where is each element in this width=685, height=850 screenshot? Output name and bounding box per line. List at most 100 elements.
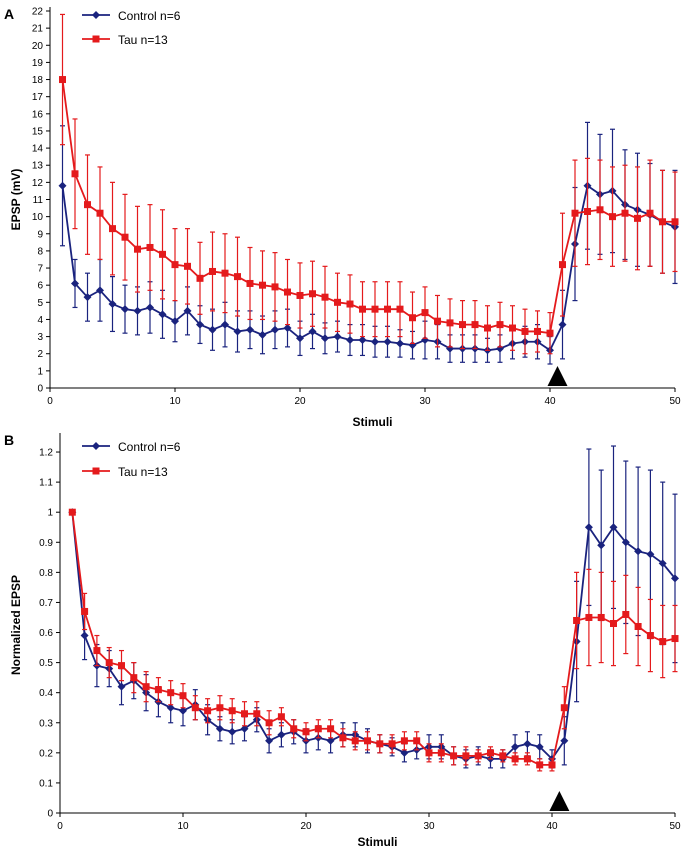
data-point (597, 541, 606, 550)
data-point (302, 728, 310, 736)
y-tick-label: 14 (32, 144, 44, 155)
y-axis-title: Normalized EPSP (9, 575, 23, 675)
data-point (171, 261, 179, 269)
data-point (96, 209, 104, 217)
data-point (597, 613, 605, 621)
data-point (296, 334, 304, 343)
data-point (334, 298, 341, 306)
panel-label: A (4, 6, 14, 22)
data-point (221, 269, 229, 277)
data-point (258, 330, 267, 339)
data-point (596, 206, 604, 214)
data-point (277, 713, 285, 721)
y-tick-label: 0.5 (39, 658, 53, 669)
stimulus-triangle-marker (547, 366, 568, 386)
data-point (179, 692, 187, 700)
data-point (351, 737, 359, 745)
data-point (233, 327, 242, 336)
legend-marker (92, 11, 100, 19)
y-tick-label: 8 (37, 246, 43, 257)
data-point (59, 76, 66, 84)
data-point (93, 647, 101, 655)
data-point (146, 303, 154, 312)
data-point (259, 281, 266, 289)
data-point (154, 686, 162, 694)
legend-marker (92, 467, 100, 475)
data-point (646, 209, 654, 217)
data-point (196, 274, 204, 282)
data-point (523, 755, 531, 763)
data-point (437, 749, 445, 757)
y-tick-label: 0 (47, 809, 53, 820)
data-point (265, 719, 273, 727)
data-point (511, 742, 520, 751)
legend-label: Tau n=13 (118, 465, 168, 479)
data-point (71, 279, 79, 288)
data-point (383, 337, 392, 346)
data-point (84, 201, 91, 209)
data-point (671, 574, 679, 583)
y-tick-label: 0.8 (39, 568, 53, 579)
data-point (159, 250, 166, 258)
y-tick-label: 3 (37, 332, 43, 343)
x-tick-label: 0 (57, 821, 63, 832)
series-line (71, 512, 676, 766)
data-point (573, 616, 581, 624)
data-point (659, 218, 666, 226)
series-line (71, 512, 676, 761)
data-point (558, 320, 567, 329)
data-point (171, 317, 179, 326)
y-tick-label: 11 (33, 195, 44, 206)
data-point (333, 332, 342, 341)
y-tick-label: 20 (32, 41, 44, 52)
data-point (658, 559, 667, 568)
series-line (61, 184, 676, 352)
data-point (204, 707, 212, 715)
y-tick-label: 1 (37, 366, 43, 377)
y-tick-label: 15 (32, 126, 44, 137)
data-point (246, 325, 254, 334)
data-point (421, 309, 429, 317)
x-tick-label: 20 (294, 396, 306, 407)
data-point (215, 724, 224, 733)
x-tick-label: 0 (47, 396, 53, 407)
data-point (146, 243, 154, 251)
panel-label: B (4, 432, 14, 448)
data-point (240, 724, 249, 733)
legend-marker (92, 442, 100, 450)
y-tick-label: 0.9 (39, 538, 53, 549)
y-tick-label: 17 (32, 92, 44, 103)
data-point (400, 737, 408, 745)
data-point (376, 740, 384, 748)
x-axis-title: Stimuli (357, 835, 397, 849)
data-point (546, 329, 554, 337)
series-tau (68, 508, 679, 772)
data-point (499, 752, 507, 760)
data-point (346, 336, 354, 345)
x-tick-label: 10 (169, 396, 181, 407)
data-point (496, 321, 504, 329)
series-control (68, 445, 679, 769)
data-point (117, 682, 126, 691)
data-point (609, 523, 618, 532)
y-tick-label: 0 (37, 384, 43, 395)
data-point (409, 314, 416, 322)
data-point (396, 339, 404, 348)
data-point (133, 306, 142, 315)
y-axis-title: EPSP (mV) (9, 169, 23, 231)
data-point (585, 613, 593, 621)
x-axis-title: Stimuli (352, 415, 392, 429)
data-point (271, 283, 279, 291)
data-point (326, 736, 335, 745)
data-point (511, 755, 519, 763)
data-point (450, 752, 458, 760)
data-point (68, 508, 76, 516)
data-point (134, 245, 141, 253)
data-point (184, 262, 191, 270)
data-point (622, 610, 630, 618)
data-point (646, 632, 654, 640)
data-point (634, 214, 641, 222)
data-point (208, 325, 217, 334)
data-point (523, 739, 532, 748)
data-point (290, 725, 298, 733)
